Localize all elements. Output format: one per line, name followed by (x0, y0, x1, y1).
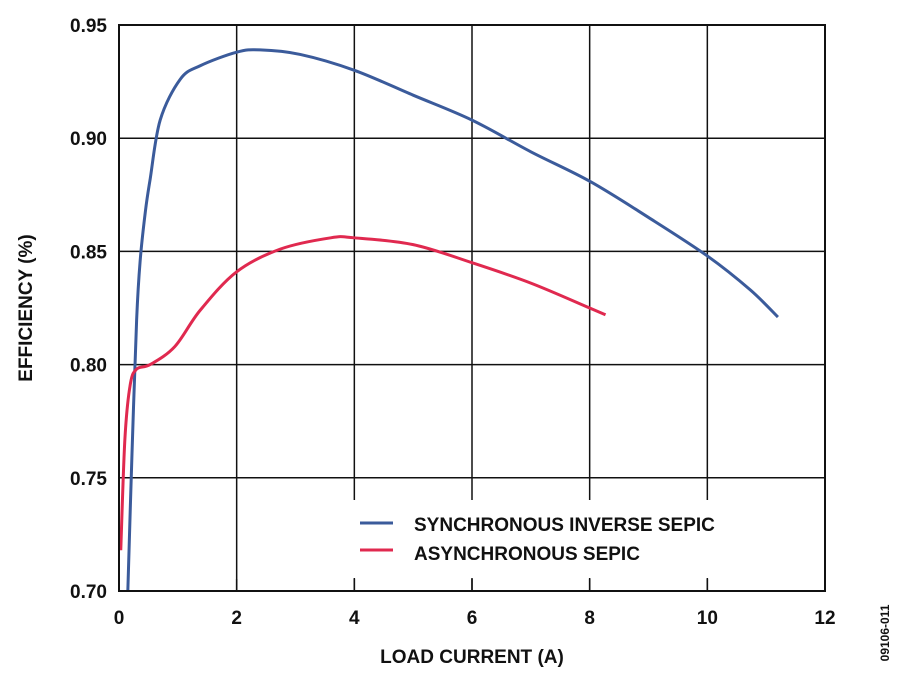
series-line-0 (126, 48, 779, 592)
legend-label-sync: SYNCHRONOUS INVERSE SEPIC (414, 515, 715, 536)
x-axis-label: LOAD CURRENT (A) (380, 647, 564, 668)
x-tick-label: 2 (231, 608, 242, 629)
y-axis-label: EFFICIENCY (%) (16, 234, 37, 381)
y-tick-label: 0.90 (70, 129, 107, 150)
y-tick-label: 0.70 (70, 582, 107, 603)
series-lines (119, 48, 779, 592)
y-tick-label: 0.85 (70, 242, 107, 263)
figure-id: 09106-011 (878, 604, 892, 661)
x-tick-label: 12 (814, 608, 835, 629)
legend-box (342, 500, 820, 578)
axis-ticks: 0 2 4 6 8 10 12 0.70 0.75 0.80 0.85 0.90 0.95 (70, 16, 836, 629)
x-tick-label: 8 (584, 608, 595, 629)
x-tick-label: 4 (349, 608, 360, 629)
y-tick-label: 0.75 (70, 469, 107, 490)
x-tick-label: 6 (467, 608, 478, 629)
x-tick-label: 0 (114, 608, 125, 629)
y-tick-label: 0.80 (70, 356, 107, 377)
legend: SYNCHRONOUS INVERSE SEPIC ASYNCHRONOUS S… (360, 515, 715, 565)
plot-frame (118, 24, 826, 592)
legend-label-async: ASYNCHRONOUS SEPIC (414, 544, 640, 565)
x-tick-label: 10 (697, 608, 718, 629)
y-tick-label: 0.95 (70, 16, 107, 37)
series-line-1 (119, 235, 607, 551)
